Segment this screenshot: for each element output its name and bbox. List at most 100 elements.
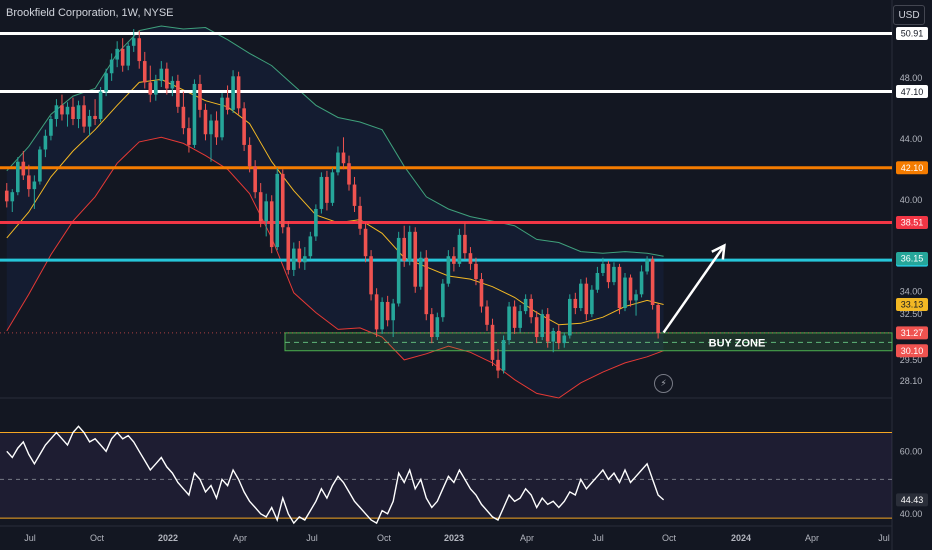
- candle: [303, 247, 307, 270]
- candle: [16, 157, 20, 196]
- candle: [126, 42, 130, 71]
- candle-body: [280, 173, 285, 228]
- candle-body: [391, 303, 395, 321]
- candle: [396, 231, 401, 307]
- candle-body: [198, 83, 202, 110]
- candle: [584, 277, 589, 321]
- candle-body: [347, 163, 351, 185]
- candle: [452, 247, 456, 272]
- candle-body: [407, 231, 412, 261]
- candle-body: [21, 161, 26, 176]
- candle: [474, 257, 478, 286]
- candle: [590, 285, 594, 318]
- candle-body: [424, 257, 429, 315]
- candle: [634, 289, 638, 316]
- rsi-tick-label: 40.00: [900, 509, 923, 519]
- candle: [98, 86, 103, 123]
- currency-button[interactable]: USD: [893, 5, 925, 25]
- candle-body: [126, 45, 130, 66]
- candle: [104, 68, 108, 97]
- candle-body: [501, 340, 506, 371]
- candle: [54, 99, 59, 127]
- candle-body: [264, 201, 268, 222]
- candle: [391, 298, 395, 338]
- candle-body: [507, 306, 511, 341]
- candle-body: [363, 228, 368, 257]
- trend-arrow-shaft: [662, 244, 726, 334]
- candle: [21, 151, 26, 180]
- candle-body: [650, 259, 655, 305]
- candle-body: [430, 314, 434, 338]
- candle-body: [485, 306, 489, 325]
- candle: [192, 79, 197, 148]
- candle: [4, 183, 9, 208]
- candle-body: [606, 263, 611, 283]
- time-tick-label: Jul: [592, 533, 604, 543]
- rsi-line: [6, 425, 665, 525]
- candle-body: [380, 301, 384, 330]
- candle-body: [54, 105, 59, 119]
- candle: [247, 137, 252, 173]
- candle-body: [258, 192, 263, 222]
- candle-body: [639, 271, 644, 295]
- candle: [325, 170, 329, 211]
- candle-body: [131, 38, 136, 46]
- candle-body: [468, 253, 473, 264]
- candle: [154, 74, 158, 101]
- candle-body: [336, 152, 340, 173]
- candle-body: [43, 135, 48, 150]
- candle: [485, 300, 489, 331]
- candle: [148, 65, 153, 103]
- candle-body: [187, 128, 191, 145]
- lightning-icon[interactable]: ⚡: [654, 374, 673, 393]
- candle-body: [452, 256, 456, 264]
- candle-body: [71, 106, 75, 119]
- candle-body: [253, 166, 257, 193]
- candle-body: [402, 237, 406, 261]
- level-badge-1-bg: [896, 85, 928, 99]
- price-badge-2: 33.13: [901, 300, 924, 310]
- candle: [38, 146, 42, 185]
- rsi-last-value: 44.43: [901, 495, 924, 505]
- candle-body: [617, 266, 622, 309]
- price-tick-label: 44.00: [900, 134, 923, 144]
- price-tick-label: 28.10: [900, 376, 923, 386]
- candle-body: [435, 317, 440, 338]
- candle-body: [358, 205, 362, 229]
- candle: [457, 228, 462, 267]
- candle: [176, 74, 180, 113]
- candle-body: [109, 59, 114, 74]
- candle-body: [60, 105, 64, 115]
- candle-body: [568, 298, 572, 336]
- candle: [319, 172, 324, 214]
- candle: [601, 257, 605, 277]
- candle-body: [76, 105, 81, 119]
- candle-body: [98, 91, 103, 119]
- candle: [65, 102, 70, 127]
- price-badge-1: 36.15: [901, 254, 924, 264]
- level-badge-1: 47.10: [901, 87, 924, 97]
- candle-body: [319, 176, 324, 209]
- time-tick-label: Jul: [306, 533, 318, 543]
- candle-body: [275, 173, 280, 248]
- candle: [225, 85, 230, 115]
- price-badge-1-bg: [896, 252, 928, 265]
- candle: [518, 305, 522, 333]
- candle-body: [551, 330, 556, 342]
- candle-body: [314, 208, 318, 237]
- price-tick-label: 32.50: [900, 309, 923, 319]
- candle-body: [579, 283, 583, 309]
- candle: [264, 193, 268, 237]
- candle-body: [159, 68, 164, 81]
- candle-body: [203, 109, 208, 135]
- candle: [413, 227, 418, 293]
- candle-body: [236, 76, 241, 109]
- candle: [231, 70, 235, 113]
- candle: [463, 222, 467, 260]
- candle-body: [396, 237, 401, 304]
- candle: [258, 183, 263, 228]
- candle: [170, 76, 175, 97]
- candle: [137, 30, 142, 69]
- time-tick-label: Oct: [90, 533, 105, 543]
- candle: [623, 272, 627, 312]
